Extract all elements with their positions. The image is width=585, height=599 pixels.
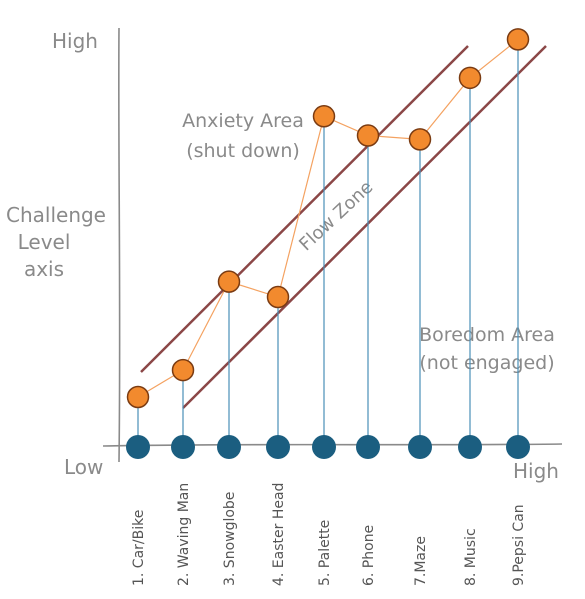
- category-label: 6. Phone: [361, 525, 377, 586]
- y-axis-title-line-2: Level: [18, 230, 71, 254]
- baseline-dot: [171, 435, 195, 459]
- anxiety-area-label: Anxiety Area: [182, 110, 304, 132]
- data-point: [312, 105, 336, 128]
- y-axis-low-label: Low: [64, 455, 103, 479]
- data-point: [126, 385, 150, 409]
- data-point: [356, 124, 380, 147]
- y-axis-title-line-3: axis: [24, 257, 64, 281]
- y-axis-title-line-1: Challenge: [6, 203, 106, 227]
- x-axis-high-label: High: [513, 459, 559, 483]
- category-label: 1. Car/Bike: [131, 510, 147, 586]
- category-label: 4. Easter Head: [271, 483, 287, 586]
- category-label: 5. Palette: [317, 520, 333, 586]
- category-label: 8. Music: [463, 528, 479, 586]
- baseline-dot: [217, 435, 241, 459]
- baseline-dot: [356, 435, 380, 459]
- boredom-area-label: Boredom Area: [419, 324, 555, 346]
- category-label: 3. Snowglobe: [222, 492, 238, 586]
- category-label: 7.Maze: [413, 536, 429, 586]
- boredom-area-sublabel: (not engaged): [419, 352, 554, 374]
- y-axis-high-label: High: [52, 29, 98, 53]
- baseline-dot: [506, 435, 530, 459]
- category-label: 2. Waving Man: [176, 483, 192, 586]
- baseline-dot: [126, 435, 150, 459]
- data-point: [217, 270, 241, 293]
- anxiety-area-sublabel: (shut down): [186, 140, 300, 162]
- baseline-dot: [266, 435, 290, 459]
- data-point: [408, 128, 432, 151]
- data-point: [458, 66, 482, 90]
- flow-zone-label: Flow Zone: [295, 177, 377, 256]
- data-point: [266, 285, 290, 309]
- flow-band-upper-line: [140, 45, 469, 373]
- baseline-dot: [312, 435, 336, 459]
- data-point: [506, 28, 530, 51]
- baseline-dot: [458, 435, 482, 459]
- y-axis-line: [117, 27, 121, 463]
- category-label: 9.Pepsi Can: [511, 504, 527, 586]
- baseline-dot: [408, 435, 432, 459]
- flow-band-lower-line: [182, 45, 547, 409]
- data-point: [171, 358, 195, 382]
